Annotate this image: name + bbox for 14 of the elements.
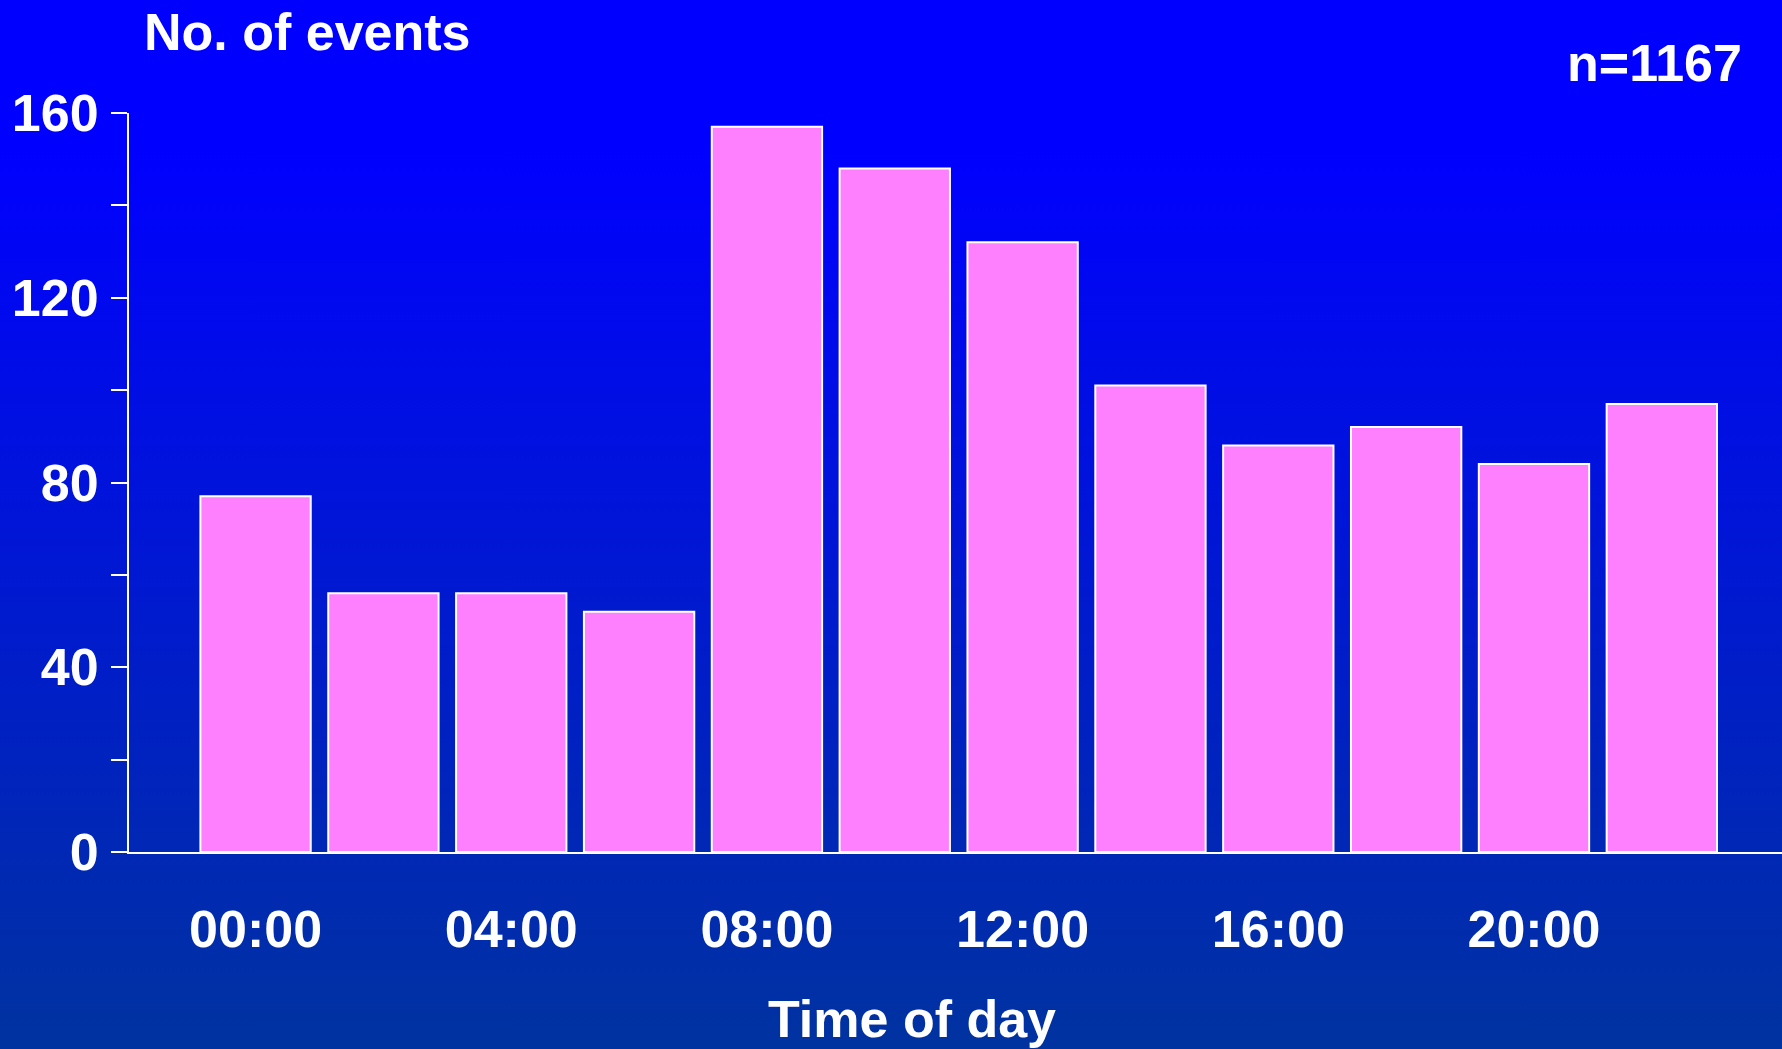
y-tick-label: 80 — [40, 453, 99, 512]
y-tick-label: 40 — [40, 638, 99, 697]
x-tick-label: 04:00 — [444, 900, 578, 959]
x-tick-label: 00:00 — [189, 900, 323, 959]
x-tick-label: 16:00 — [1211, 900, 1345, 959]
text: n=1167 — [1567, 34, 1742, 92]
x-tick-label: 08:00 — [700, 900, 834, 959]
y-tick-label: 0 — [69, 823, 99, 882]
x-tick-label: 20:00 — [1467, 900, 1601, 959]
y-tick-label: 120 — [11, 268, 99, 327]
y-axis-title: No. of events — [144, 3, 471, 61]
x-tick-label: 12:00 — [956, 900, 1090, 959]
x-axis-title: Time of day — [768, 990, 1057, 1048]
y-tick-label: 160 — [11, 84, 99, 143]
